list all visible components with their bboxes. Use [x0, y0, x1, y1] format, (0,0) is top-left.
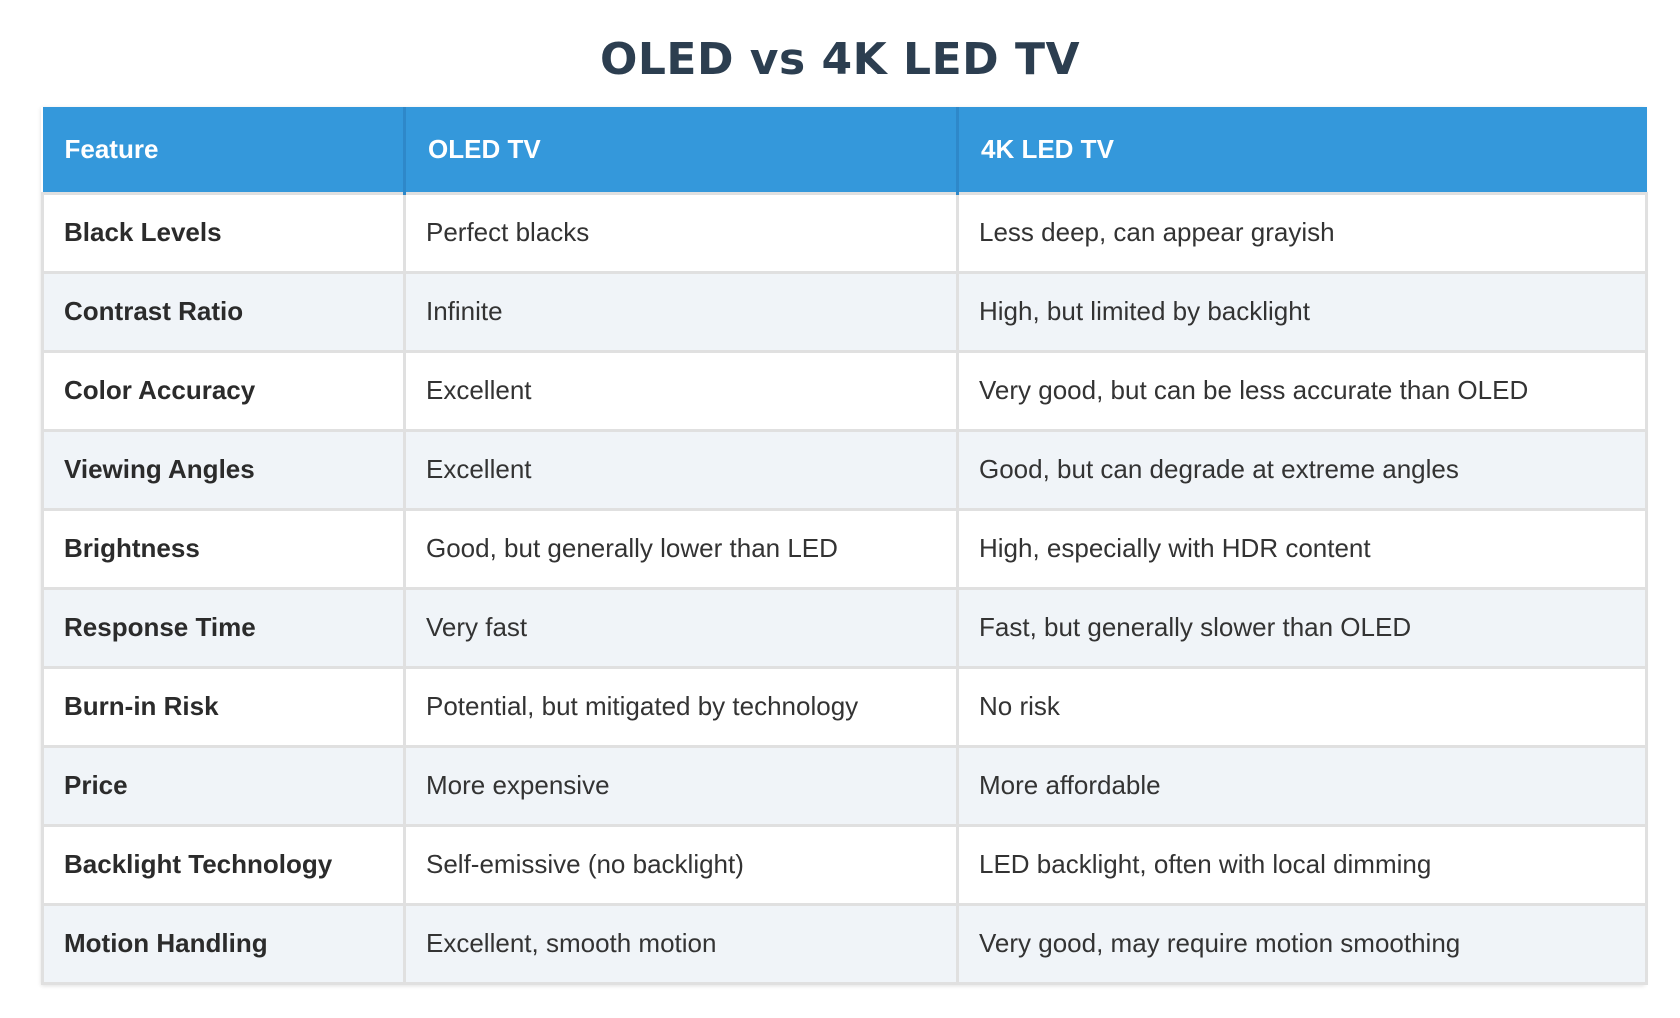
- table-header: Feature OLED TV 4K LED TV: [42, 107, 1647, 193]
- oled-cell: Infinite: [403, 270, 959, 353]
- table-row: Viewing Angles Excellent Good, but can d…: [41, 428, 1648, 511]
- feature-cell: Color Accuracy: [41, 349, 406, 432]
- led-cell: LED backlight, often with local dimming: [956, 823, 1648, 906]
- led-cell: Fast, but generally slower than OLED: [956, 586, 1648, 669]
- table-row: Black Levels Perfect blacks Less deep, c…: [41, 191, 1648, 274]
- feature-cell: Price: [41, 744, 406, 827]
- feature-cell: Contrast Ratio: [41, 270, 406, 353]
- table-row: Price More expensive More affordable: [41, 744, 1648, 827]
- table-row: Burn-in Risk Potential, but mitigated by…: [41, 665, 1648, 748]
- header-oled-tv: OLED TV: [404, 107, 959, 193]
- led-cell: Good, but can degrade at extreme angles: [956, 428, 1648, 511]
- oled-cell: Perfect blacks: [403, 191, 959, 274]
- header-4k-led-tv: 4K LED TV: [957, 107, 1647, 193]
- table-row: Color Accuracy Excellent Very good, but …: [41, 349, 1648, 432]
- feature-cell: Brightness: [41, 507, 406, 590]
- table-row: Backlight Technology Self-emissive (no b…: [41, 823, 1648, 906]
- comparison-table: Feature OLED TV 4K LED TV Black Levels P…: [41, 107, 1648, 985]
- oled-cell: More expensive: [403, 744, 959, 827]
- oled-cell: Excellent: [403, 349, 959, 432]
- table-row: Response Time Very fast Fast, but genera…: [41, 586, 1648, 669]
- feature-cell: Motion Handling: [41, 902, 406, 985]
- feature-cell: Response Time: [41, 586, 406, 669]
- oled-cell: Excellent: [403, 428, 959, 511]
- oled-cell: Good, but generally lower than LED: [403, 507, 959, 590]
- header-feature: Feature: [42, 107, 406, 193]
- page-title: OLED vs 4K LED TV: [599, 34, 1081, 85]
- oled-cell: Very fast: [403, 586, 959, 669]
- led-cell: Less deep, can appear grayish: [956, 191, 1648, 274]
- table-body: Black Levels Perfect blacks Less deep, c…: [41, 191, 1648, 985]
- oled-cell: Self-emissive (no backlight): [403, 823, 959, 906]
- feature-cell: Burn-in Risk: [41, 665, 406, 748]
- header-row: Feature OLED TV 4K LED TV: [42, 107, 1647, 193]
- table-row: Motion Handling Excellent, smooth motion…: [41, 902, 1648, 985]
- feature-cell: Backlight Technology: [41, 823, 406, 906]
- feature-cell: Black Levels: [41, 191, 406, 274]
- oled-cell: Excellent, smooth motion: [403, 902, 959, 985]
- led-cell: Very good, but can be less accurate than…: [956, 349, 1648, 432]
- table-row: Brightness Good, but generally lower tha…: [41, 507, 1648, 590]
- table-row: Contrast Ratio Infinite High, but limite…: [41, 270, 1648, 353]
- led-cell: No risk: [956, 665, 1648, 748]
- comparison-table-container: Feature OLED TV 4K LED TV Black Levels P…: [41, 107, 1648, 985]
- feature-cell: Viewing Angles: [41, 428, 406, 511]
- led-cell: More affordable: [956, 744, 1648, 827]
- oled-cell: Potential, but mitigated by technology: [403, 665, 959, 748]
- led-cell: High, especially with HDR content: [956, 507, 1648, 590]
- led-cell: Very good, may require motion smoothing: [956, 902, 1648, 985]
- led-cell: High, but limited by backlight: [956, 270, 1648, 353]
